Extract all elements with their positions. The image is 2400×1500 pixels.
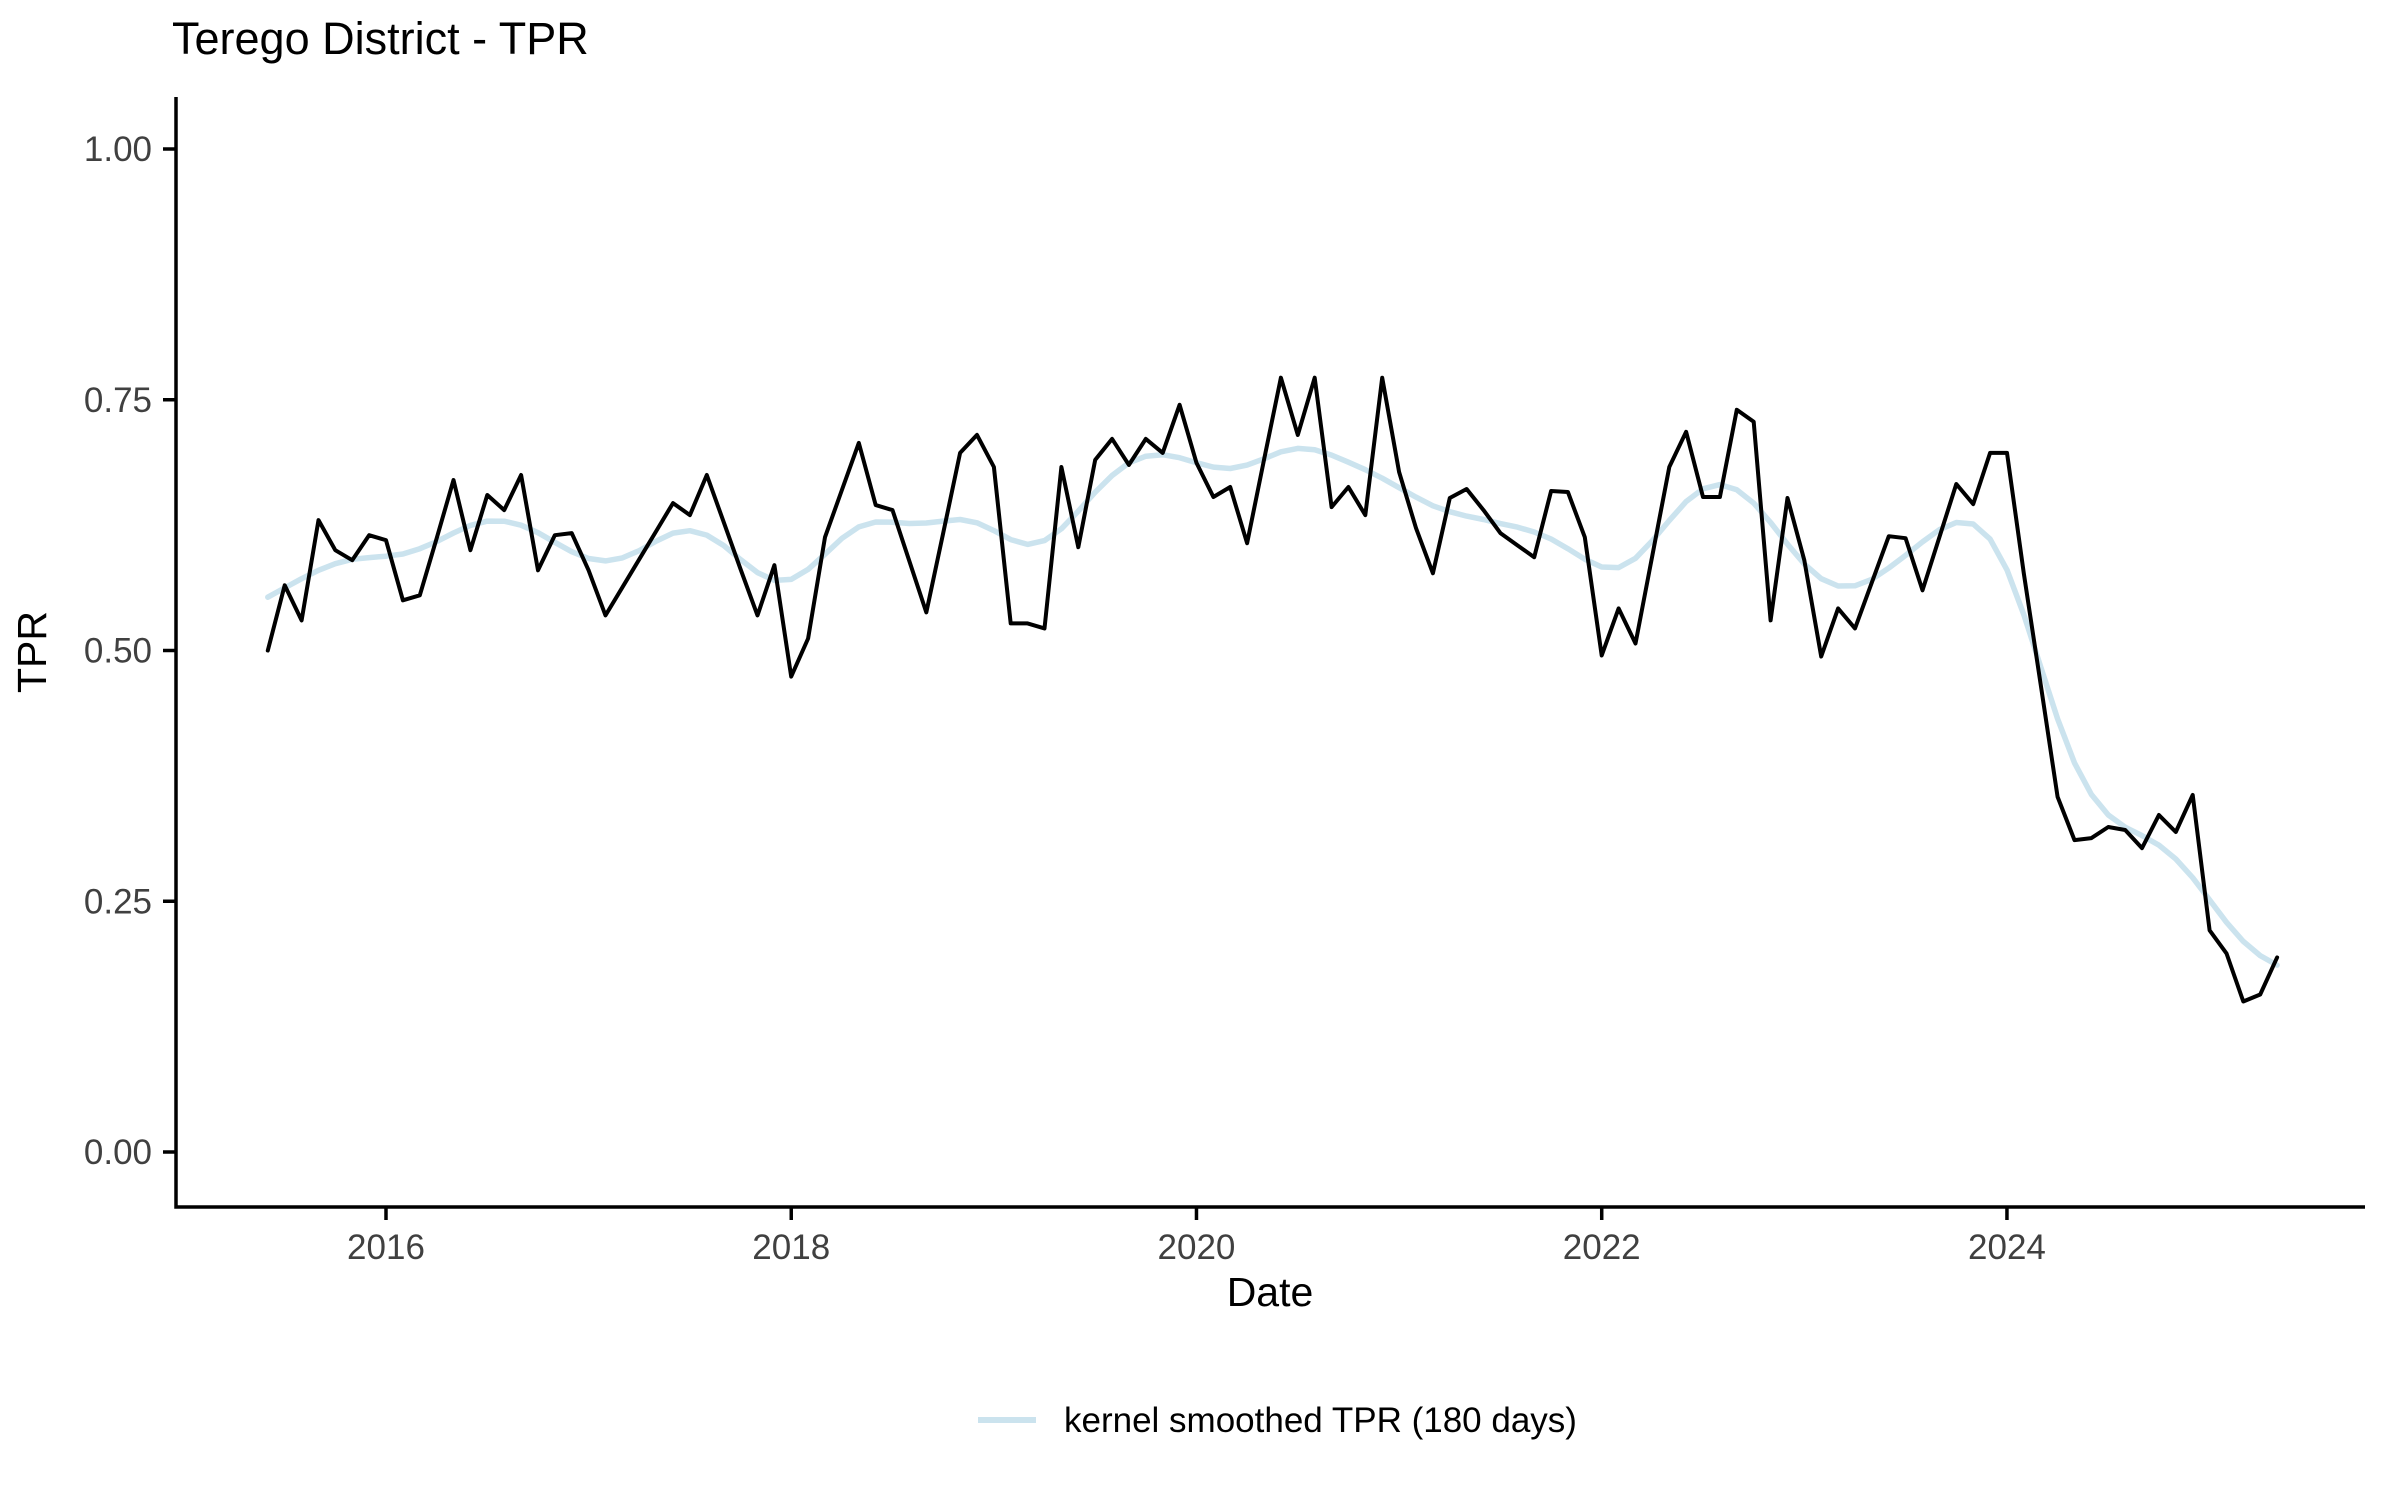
legend-label-smoothed-line: kernel smoothed TPR (180 days) [1064, 1401, 1577, 1440]
x-tick-label: 2022 [1563, 1228, 1641, 1267]
series-lines [265, 375, 2280, 1004]
y-tick-label: 0.75 [84, 381, 152, 420]
x-axis-title: Date [1227, 1269, 1314, 1315]
axes [174, 97, 2365, 1209]
series-line-raw-tpr [265, 375, 2280, 1004]
legend: kernel smoothed TPR (180 days) [978, 1401, 1577, 1440]
y-tick-label: 1.00 [84, 130, 152, 169]
y-tick-label: 0.00 [84, 1133, 152, 1172]
y-tick-label: 0.25 [84, 882, 152, 921]
axis-ticks: 0.00 0.25 0.50 0.75 1.00 2016 2018 2020 2022 2024 [84, 130, 2046, 1267]
x-tick-label: 2020 [1158, 1228, 1236, 1267]
y-tick-label: 0.50 [84, 632, 152, 671]
y-axis-title: TPR [9, 611, 55, 693]
x-tick-label: 2024 [1968, 1228, 2046, 1267]
x-tick-label: 2016 [347, 1228, 425, 1267]
x-tick-label: 2018 [752, 1228, 830, 1267]
chart-title: Terego District - TPR [172, 13, 589, 64]
series-line-kernel-smoothed-tpr [265, 445, 2280, 968]
axis-lines [174, 97, 2365, 1209]
